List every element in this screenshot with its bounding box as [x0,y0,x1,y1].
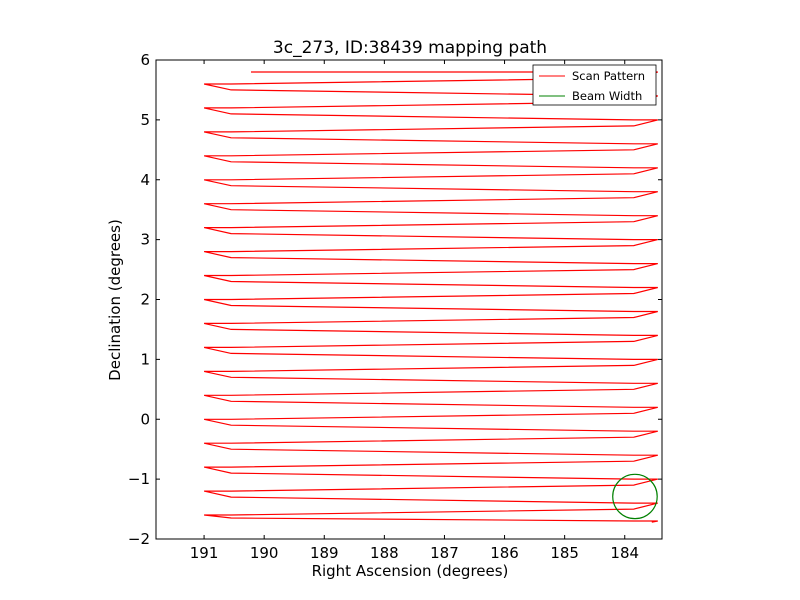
x-tick-label: 190 [250,544,279,562]
scan-pattern-line [203,71,658,523]
x-tick-label: 186 [490,544,519,562]
y-tick-label: 6 [140,51,150,69]
legend-beam-width-label: Beam Width [572,89,642,103]
y-tick-label: −1 [128,470,150,488]
y-tick-label: 1 [140,350,150,368]
x-tick-label: 185 [550,544,579,562]
beam-width-circle [612,473,658,520]
x-tick-label: 191 [190,544,219,562]
y-axis-label: Declination (degrees) [106,219,124,381]
y-tick-label: 5 [140,111,150,129]
legend-box [532,64,657,106]
x-axis-label: Right Ascension (degrees) [312,562,509,580]
chart-title: 3c_273, ID:38439 mapping path [273,38,547,58]
y-tick-label: 0 [140,410,150,428]
x-tick-label: 187 [430,544,459,562]
plot-area [203,71,658,523]
y-tick-label: 3 [140,231,150,249]
x-tick-label: 188 [370,544,399,562]
legend-scan-pattern-label: Scan Pattern [572,69,645,83]
y-tick-label: 2 [140,291,150,309]
x-tick-label: 184 [610,544,639,562]
y-tick-label: 4 [140,171,150,189]
axis-ticks: 191 190 189 188 187 186 185 184 −2 −1 0 1 2 3 4 5 6 [128,51,663,562]
x-tick-label: 189 [310,544,339,562]
legend: Scan Pattern Beam Width [532,64,657,106]
y-tick-label: −2 [128,530,150,548]
